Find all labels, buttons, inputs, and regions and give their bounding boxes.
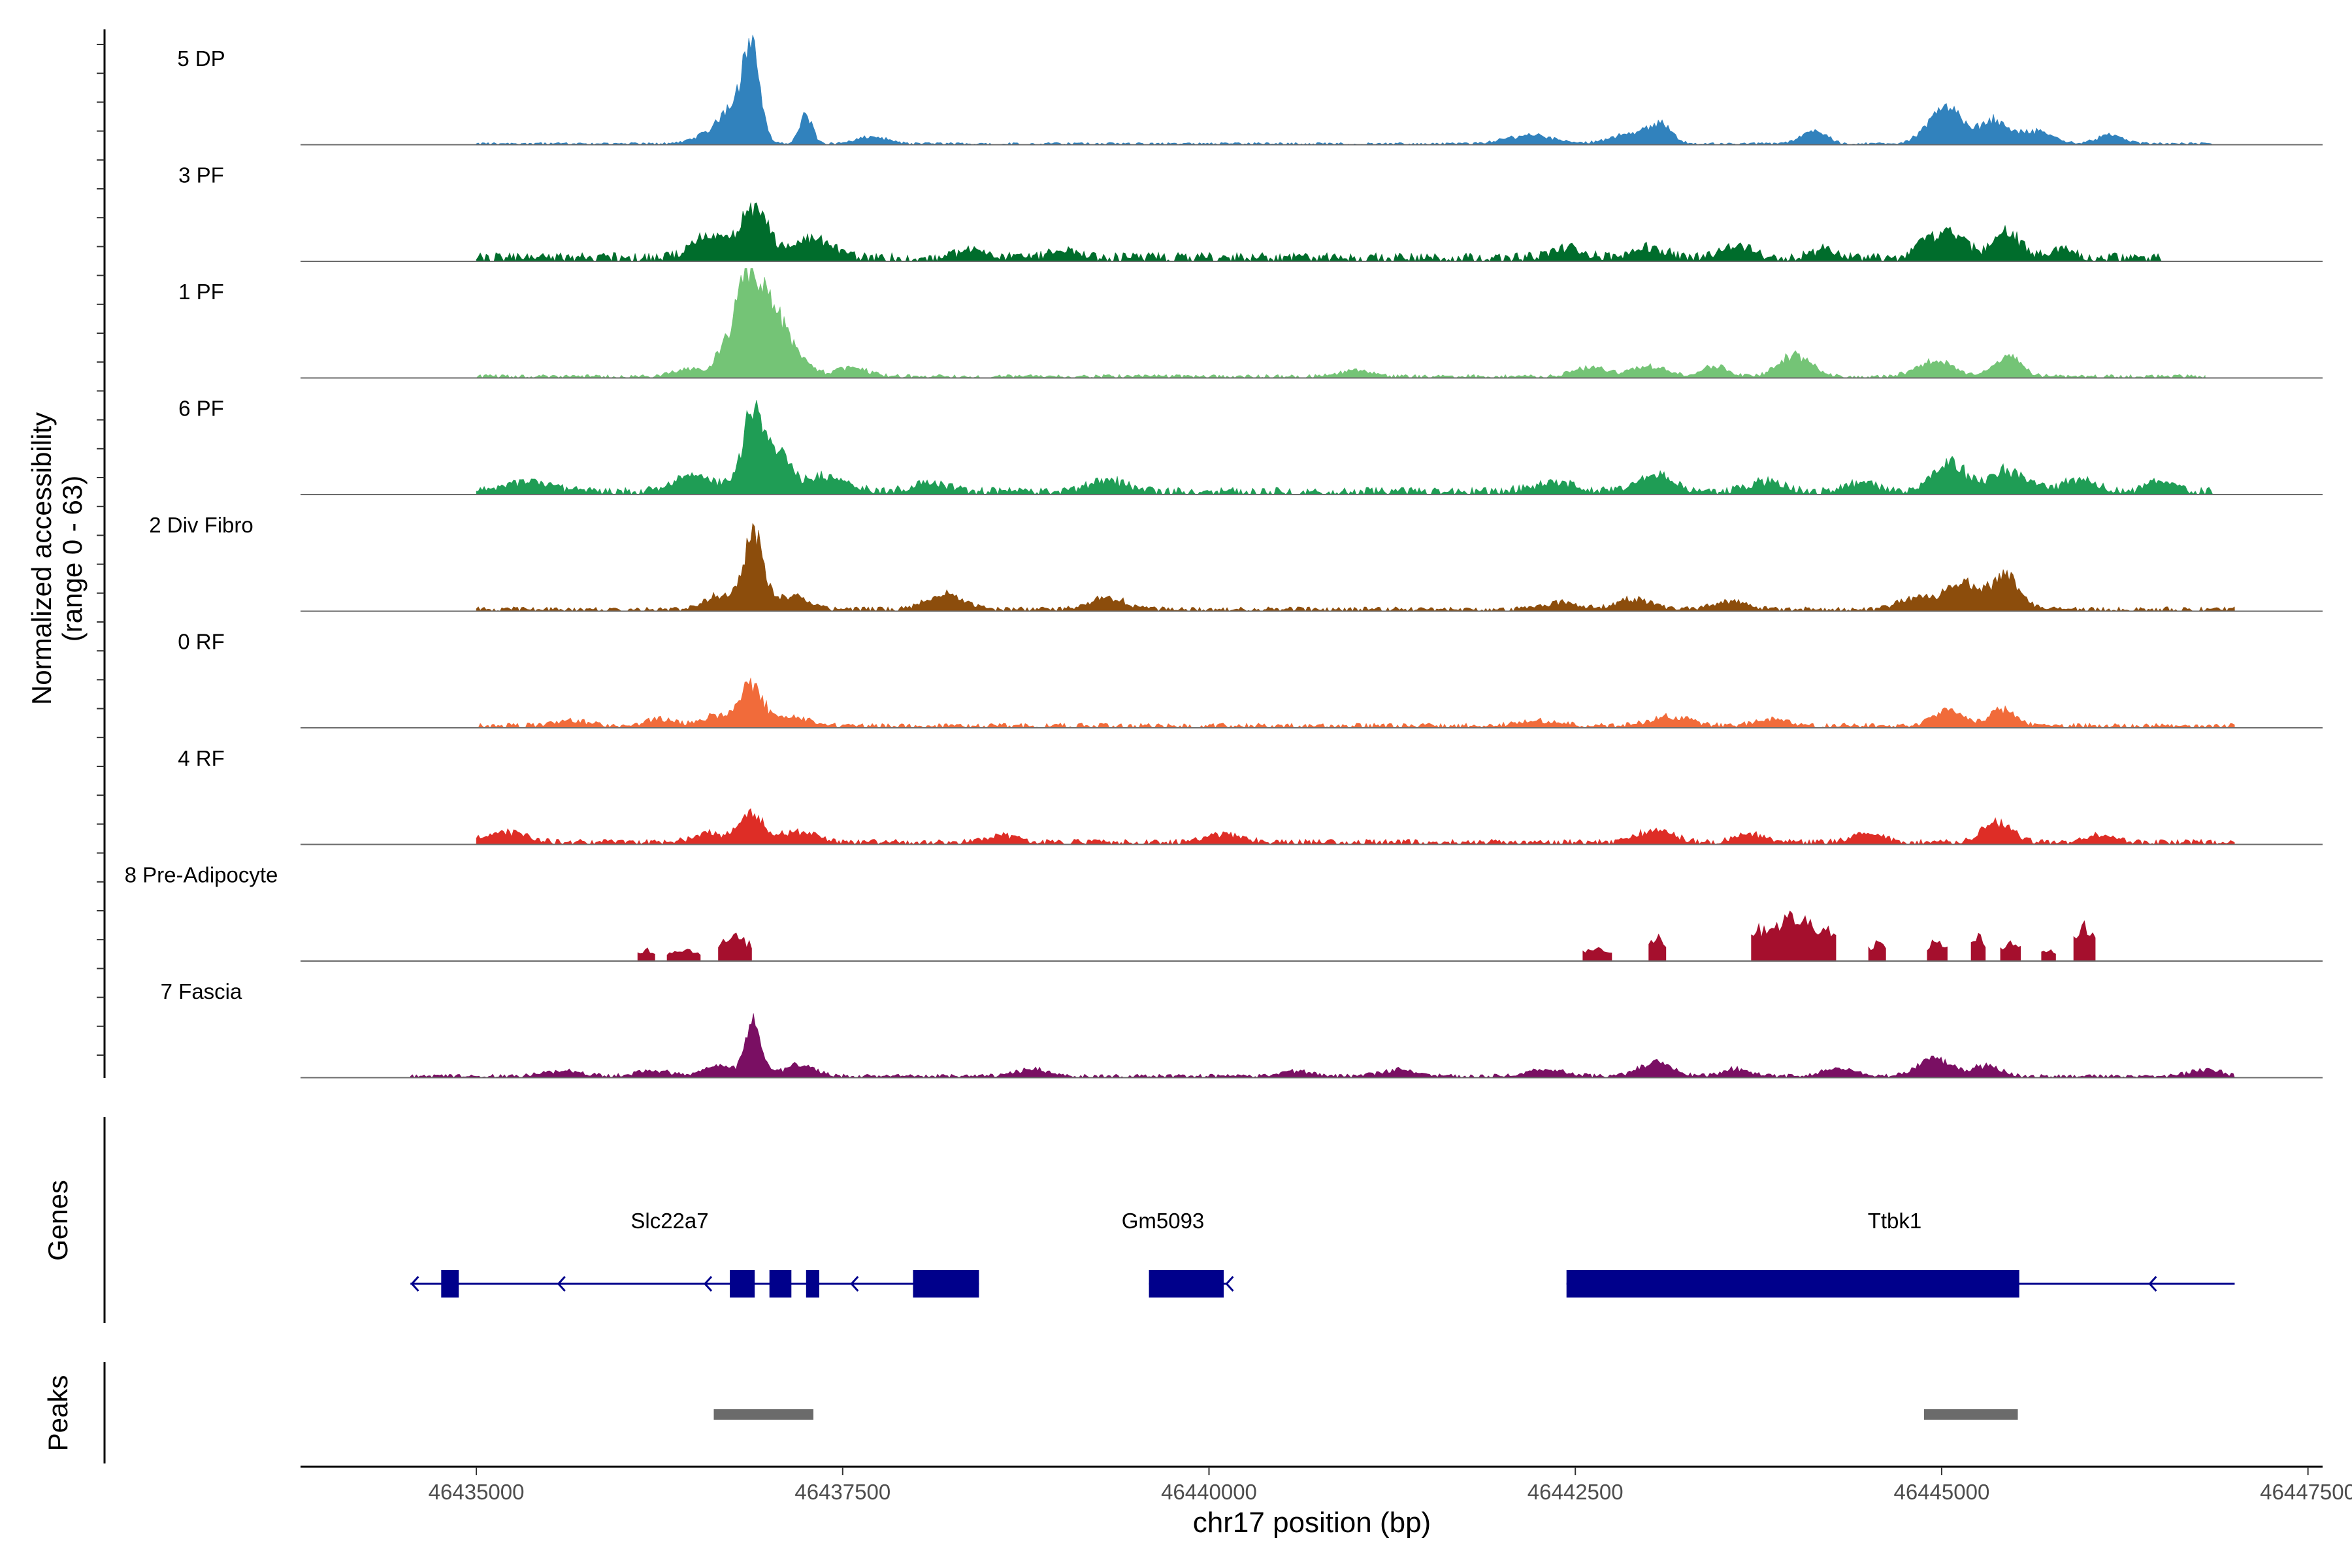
coverage-block bbox=[1868, 940, 1886, 961]
track-label: 6 PF bbox=[178, 397, 224, 421]
coverage-block bbox=[2073, 920, 2096, 961]
gene-exon bbox=[1149, 1270, 1224, 1298]
coverage-area bbox=[476, 523, 2235, 612]
coverage-tracks bbox=[301, 35, 2323, 1079]
coverage-block bbox=[666, 949, 701, 961]
track-label: 4 RF bbox=[178, 746, 225, 770]
x-tick-label: 46435000 bbox=[429, 1480, 525, 1504]
strand-arrow bbox=[850, 1275, 859, 1292]
track-6-pf bbox=[301, 400, 2323, 496]
strand-arrow bbox=[557, 1275, 566, 1292]
coverage-y-ticks bbox=[97, 44, 105, 1056]
strand-arrow bbox=[410, 1275, 419, 1292]
coverage-area bbox=[410, 1013, 2235, 1079]
coverage-block bbox=[2000, 940, 2021, 961]
coverage-area bbox=[476, 808, 2235, 845]
gene-ttbk1: Ttbk1 bbox=[1566, 1209, 2235, 1298]
track-labels: 5 DP 3 PF 1 PF 6 PF 2 Div Fibro 0 RF 4 RF 8 Pre… bbox=[125, 46, 278, 1004]
coverage-area bbox=[476, 268, 2206, 379]
gene-gm5093: Gm5093 bbox=[1122, 1209, 1234, 1298]
coverage-block bbox=[1648, 934, 1667, 961]
peak-region bbox=[713, 1409, 813, 1420]
track-label: 3 PF bbox=[178, 163, 224, 188]
track-label: 5 DP bbox=[177, 46, 225, 71]
x-axis-label: chr17 position (bp) bbox=[1193, 1507, 1431, 1539]
x-tick-label: 46447500 bbox=[2260, 1480, 2352, 1504]
gene-exon bbox=[730, 1270, 755, 1298]
gene-slc22a7: Slc22a7 bbox=[410, 1209, 979, 1298]
gene-annotations: Slc22a7 Gm5093 Ttbk1 bbox=[410, 1209, 2235, 1298]
x-axis-ticks: 46435000 46437500 46440000 46442500 46445000… bbox=[429, 1467, 2352, 1504]
coverage-block bbox=[1751, 910, 1837, 961]
track-label: 2 Div Fibro bbox=[149, 513, 253, 537]
coverage-block bbox=[718, 932, 752, 961]
track-label: 8 Pre-Adipocyte bbox=[125, 863, 278, 887]
gene-exon bbox=[806, 1270, 819, 1298]
track-2-div-fibro bbox=[301, 523, 2323, 612]
coverage-block bbox=[2041, 949, 2056, 961]
track-label: 0 RF bbox=[178, 630, 225, 654]
gene-name: Slc22a7 bbox=[630, 1209, 708, 1233]
gene-exon bbox=[1566, 1270, 2019, 1298]
track-3-pf bbox=[301, 202, 2323, 263]
track-7-fascia bbox=[301, 1013, 2323, 1079]
strand-arrow bbox=[2148, 1275, 2157, 1292]
coverage-block bbox=[1582, 947, 1612, 961]
track-1-pf bbox=[301, 268, 2323, 379]
coverage-block bbox=[1970, 932, 1986, 961]
peak-region bbox=[1924, 1409, 2018, 1420]
track-4-rf bbox=[301, 808, 2323, 845]
coverage-block bbox=[637, 947, 655, 961]
peaks-panel-label: Peaks bbox=[42, 1375, 73, 1452]
track-0-rf bbox=[301, 678, 2323, 728]
x-tick-label: 46440000 bbox=[1161, 1480, 1257, 1504]
strand-arrow bbox=[1225, 1275, 1234, 1292]
x-tick-label: 46437500 bbox=[794, 1480, 890, 1504]
coverage-area bbox=[476, 678, 2235, 728]
gene-exon bbox=[769, 1270, 792, 1298]
x-tick-label: 46442500 bbox=[1527, 1480, 1624, 1504]
coverage-area bbox=[476, 400, 2213, 496]
gene-exon bbox=[913, 1270, 979, 1298]
gene-exon bbox=[441, 1270, 459, 1298]
y-axis-label-range: (range 0 - 63) bbox=[57, 476, 88, 642]
track-8-pre-adipocyte bbox=[301, 910, 2323, 962]
track-label: 1 PF bbox=[178, 280, 224, 304]
gene-name: Gm5093 bbox=[1122, 1209, 1205, 1233]
x-tick-label: 46445000 bbox=[1893, 1480, 1989, 1504]
coverage-block bbox=[1927, 939, 1948, 961]
peak-regions bbox=[713, 1409, 2018, 1420]
y-axis-label: Normalized accessibility bbox=[26, 412, 57, 705]
strand-arrow bbox=[703, 1275, 713, 1292]
track-label: 7 Fascia bbox=[161, 979, 242, 1004]
genes-panel-label: Genes bbox=[42, 1180, 73, 1261]
gene-name: Ttbk1 bbox=[1868, 1209, 1922, 1233]
track-5-dp bbox=[301, 35, 2323, 146]
